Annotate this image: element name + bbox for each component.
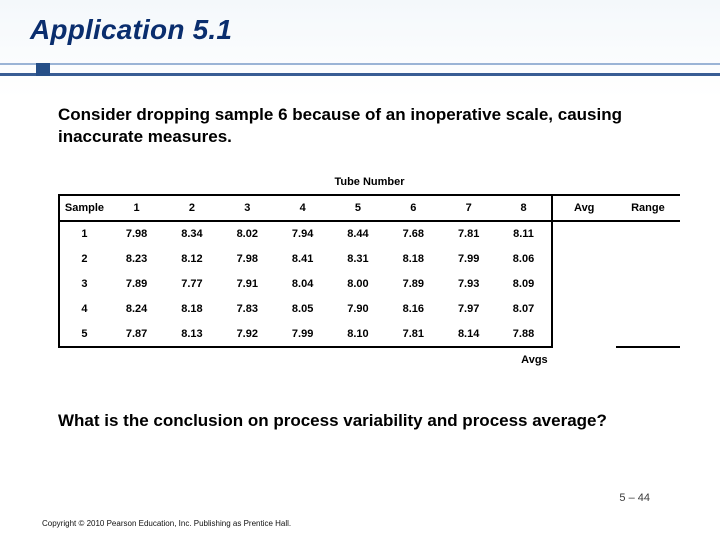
cell: 8.16: [386, 296, 441, 321]
cell: 7.91: [220, 271, 275, 296]
col-tube-8: 8: [496, 195, 551, 221]
slide-title: Application 5.1: [30, 14, 232, 46]
col-range: Range: [616, 195, 680, 221]
cell-sample: 2: [59, 246, 109, 271]
cell: 8.06: [496, 246, 551, 271]
cell: 8.34: [164, 221, 219, 247]
col-tube-6: 6: [386, 195, 441, 221]
cell: 8.41: [275, 246, 330, 271]
cell: 8.07: [496, 296, 551, 321]
question-paragraph: What is the conclusion on process variab…: [58, 410, 680, 432]
cell: 8.23: [109, 246, 164, 271]
cell: 7.94: [275, 221, 330, 247]
table-row: 4 8.24 8.18 7.83 8.05 7.90 8.16 7.97 8.0…: [59, 296, 680, 321]
cell: 8.14: [441, 321, 496, 347]
cell: 7.81: [441, 221, 496, 247]
cell: 7.92: [220, 321, 275, 347]
table-row: 1 7.98 8.34 8.02 7.94 8.44 7.68 7.81 8.1…: [59, 221, 680, 247]
col-tube-3: 3: [220, 195, 275, 221]
cell-sample: 5: [59, 321, 109, 347]
cell: 7.81: [386, 321, 441, 347]
page-number: 5 – 44: [619, 492, 650, 504]
cell: 7.83: [220, 296, 275, 321]
cell: 8.24: [109, 296, 164, 321]
cell: 8.13: [164, 321, 219, 347]
cell: 7.90: [330, 296, 385, 321]
table-row: 2 8.23 8.12 7.98 8.41 8.31 8.18 7.99 8.0…: [59, 246, 680, 271]
cell-sample: 3: [59, 271, 109, 296]
cell: 7.89: [386, 271, 441, 296]
col-tube-2: 2: [164, 195, 219, 221]
accent-line-top: [0, 63, 720, 65]
accent-bar: [0, 63, 720, 77]
cell-sample: 4: [59, 296, 109, 321]
cell: 7.89: [109, 271, 164, 296]
cell: 7.99: [441, 246, 496, 271]
accent-box: [36, 63, 50, 76]
cell: 8.10: [330, 321, 385, 347]
col-tube-1: 1: [109, 195, 164, 221]
accent-line-bottom: [0, 73, 720, 76]
avgs-label: Avgs: [496, 347, 551, 372]
cell: 8.02: [220, 221, 275, 247]
copyright-notice: Copyright © 2010 Pearson Education, Inc.…: [42, 519, 291, 528]
cell: 8.44: [330, 221, 385, 247]
cell: 7.68: [386, 221, 441, 247]
col-avg: Avg: [552, 195, 616, 221]
cell: 7.77: [164, 271, 219, 296]
cell: 7.98: [109, 221, 164, 247]
cell-range: [616, 296, 680, 321]
cell-avg: [552, 296, 616, 321]
cell: 7.93: [441, 271, 496, 296]
cell: 7.88: [496, 321, 551, 347]
cell-range: [616, 246, 680, 271]
cell-range: [616, 321, 680, 347]
cell: 8.05: [275, 296, 330, 321]
cell-avg: [552, 221, 616, 247]
table-avgs-row: Avgs: [59, 347, 680, 372]
cell: 8.00: [330, 271, 385, 296]
content-area: Consider dropping sample 6 because of an…: [58, 104, 680, 372]
tube-group-header: Tube Number: [59, 172, 680, 195]
table-wrap: Tube Number Sample 1 2 3 4 5 6 7 8 Avg R…: [58, 172, 680, 372]
col-tube-5: 5: [330, 195, 385, 221]
cell-avg: [552, 271, 616, 296]
cell: 8.12: [164, 246, 219, 271]
cell-avg: [552, 246, 616, 271]
cell-range: [616, 271, 680, 296]
table-group-header-row: Tube Number: [59, 172, 680, 195]
cell: 7.99: [275, 321, 330, 347]
cell: 8.09: [496, 271, 551, 296]
cell: 8.18: [164, 296, 219, 321]
cell: 7.87: [109, 321, 164, 347]
cell: 8.31: [330, 246, 385, 271]
table-row: 5 7.87 8.13 7.92 7.99 8.10 7.81 8.14 7.8…: [59, 321, 680, 347]
cell: 7.98: [220, 246, 275, 271]
table-header-row: Sample 1 2 3 4 5 6 7 8 Avg Range: [59, 195, 680, 221]
lead-paragraph: Consider dropping sample 6 because of an…: [58, 104, 680, 148]
cell: 8.04: [275, 271, 330, 296]
cell-avg: [552, 321, 616, 347]
cell: 7.97: [441, 296, 496, 321]
cell-sample: 1: [59, 221, 109, 247]
col-tube-7: 7: [441, 195, 496, 221]
cell: 8.11: [496, 221, 551, 247]
col-sample: Sample: [59, 195, 109, 221]
col-tube-4: 4: [275, 195, 330, 221]
cell: 8.18: [386, 246, 441, 271]
cell-range: [616, 221, 680, 247]
table-row: 3 7.89 7.77 7.91 8.04 8.00 7.89 7.93 8.0…: [59, 271, 680, 296]
data-table: Tube Number Sample 1 2 3 4 5 6 7 8 Avg R…: [58, 172, 680, 372]
slide: Application 5.1 Consider dropping sample…: [0, 0, 720, 540]
